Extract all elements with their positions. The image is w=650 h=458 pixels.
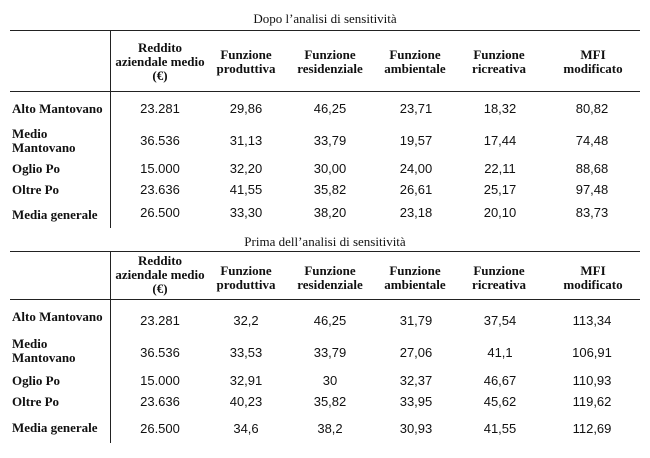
data-table: Reddito aziendale medio (€) Funzione pro… xyxy=(10,30,640,230)
table-cell: 97,48 xyxy=(575,182,609,197)
table-cell: 27,06 xyxy=(399,345,433,360)
data-table: Reddito aziendale medio (€) Funzione pro… xyxy=(10,251,640,451)
table-cell: 26.500 xyxy=(140,421,180,436)
table-cell: 38,2 xyxy=(317,421,343,436)
table-cell: 32,91 xyxy=(229,373,263,388)
table-cell: 23.636 xyxy=(140,182,180,197)
table-cell: 36.536 xyxy=(140,133,180,148)
header-cell: Funzione ricreativa xyxy=(472,47,526,76)
header-cell: Funzione produttiva xyxy=(216,263,276,292)
row-label: Oltre Po xyxy=(12,394,60,409)
table-cell: 25,17 xyxy=(483,182,517,197)
table-cell: 30 xyxy=(322,373,338,388)
table-cell: 18,32 xyxy=(483,101,517,116)
table-cell: 110,93 xyxy=(572,373,612,388)
row-label: Media generale xyxy=(12,420,98,435)
table-cell: 26,61 xyxy=(399,182,433,197)
header-cell: Funzione residenziale xyxy=(297,47,363,76)
table-caption: Prima dell’analisi di sensitività xyxy=(244,234,406,249)
table-cell: 38,20 xyxy=(313,205,347,220)
table-cell: 34,6 xyxy=(233,421,259,436)
header-cell: Funzione ambientale xyxy=(384,47,446,76)
table-cell: 83,73 xyxy=(575,205,609,220)
table-cell: 45,62 xyxy=(483,394,517,409)
table-cell: 19,57 xyxy=(399,133,433,148)
table-cell: 113,34 xyxy=(572,313,612,328)
table-cell: 74,48 xyxy=(575,133,609,148)
table-cell: 80,82 xyxy=(575,101,609,116)
table-cell: 33,79 xyxy=(313,133,347,148)
table-cell: 35,82 xyxy=(313,394,347,409)
table-cell: 15.000 xyxy=(140,373,180,388)
table-cell: 23,18 xyxy=(399,205,433,220)
table-cell: 23,71 xyxy=(399,101,433,116)
table-cell: 29,86 xyxy=(229,101,263,116)
header-cell: Funzione produttiva xyxy=(216,47,276,76)
table-cell: 31,79 xyxy=(399,313,433,328)
table-cell: 41,55 xyxy=(229,182,263,197)
table-cell: 46,25 xyxy=(313,101,347,116)
table-cell: 15.000 xyxy=(140,161,180,176)
table-cell: 32,2 xyxy=(233,313,259,328)
header-cell: Reddito aziendale medio (€) xyxy=(115,253,205,296)
header-rule xyxy=(10,91,640,92)
table-cell: 41,1 xyxy=(487,345,513,360)
column-divider xyxy=(110,251,111,443)
table-cell: 33,79 xyxy=(313,345,347,360)
header-rule xyxy=(10,299,640,300)
table-cell: 26.500 xyxy=(140,205,180,220)
table-cell: 32,37 xyxy=(399,373,433,388)
table-cell: 32,20 xyxy=(229,161,263,176)
table-cell: 40,23 xyxy=(229,394,263,409)
table-cell: 24,00 xyxy=(399,161,433,176)
table-cell: 37,54 xyxy=(483,313,517,328)
table-cell: 33,95 xyxy=(399,394,433,409)
table-cell: 88,68 xyxy=(575,161,609,176)
header-cell: Reddito aziendale medio (€) xyxy=(115,40,205,83)
table-cell: 41,55 xyxy=(483,421,517,436)
table-cell: 17,44 xyxy=(483,133,517,148)
table-cell: 46,67 xyxy=(483,373,517,388)
table-cell: 23.281 xyxy=(140,313,180,328)
table-cell: 22,11 xyxy=(484,161,516,176)
table-cell: 33,53 xyxy=(229,345,263,360)
row-label: Medio Mantovano xyxy=(12,336,76,365)
header-cell: Funzione ricreativa xyxy=(472,263,526,292)
row-label: Oglio Po xyxy=(12,373,61,388)
table-cell: 106,91 xyxy=(572,345,612,360)
row-label: Media generale xyxy=(12,207,98,222)
table-cell: 112,69 xyxy=(572,421,612,436)
table-cell: 23.636 xyxy=(140,394,180,409)
header-cell: MFI modificato xyxy=(563,47,623,76)
table-cell: 36.536 xyxy=(140,345,180,360)
table-cell: 30,93 xyxy=(399,421,433,436)
table-cell: 20,10 xyxy=(483,205,517,220)
header-cell: Funzione ambientale xyxy=(384,263,446,292)
row-label: Oltre Po xyxy=(12,182,60,197)
table-cell: 119,62 xyxy=(572,394,612,409)
table-caption: Dopo l’analisi di sensitività xyxy=(253,11,397,26)
row-label: Medio Mantovano xyxy=(12,126,76,155)
table-cell: 30,00 xyxy=(313,161,347,176)
table-cell: 31,13 xyxy=(229,133,263,148)
row-label: Oglio Po xyxy=(12,161,61,176)
table-cell: 46,25 xyxy=(313,313,347,328)
header-cell: Funzione residenziale xyxy=(297,263,363,292)
table-top-rule xyxy=(10,251,640,252)
row-label: Alto Mantovano xyxy=(12,309,103,324)
row-label: Alto Mantovano xyxy=(12,101,103,116)
column-divider xyxy=(110,30,111,228)
table-cell: 35,82 xyxy=(313,182,347,197)
table-top-rule xyxy=(10,30,640,31)
header-cell: MFI modificato xyxy=(563,263,623,292)
table-cell: 23.281 xyxy=(140,101,180,116)
table-cell: 33,30 xyxy=(229,205,263,220)
